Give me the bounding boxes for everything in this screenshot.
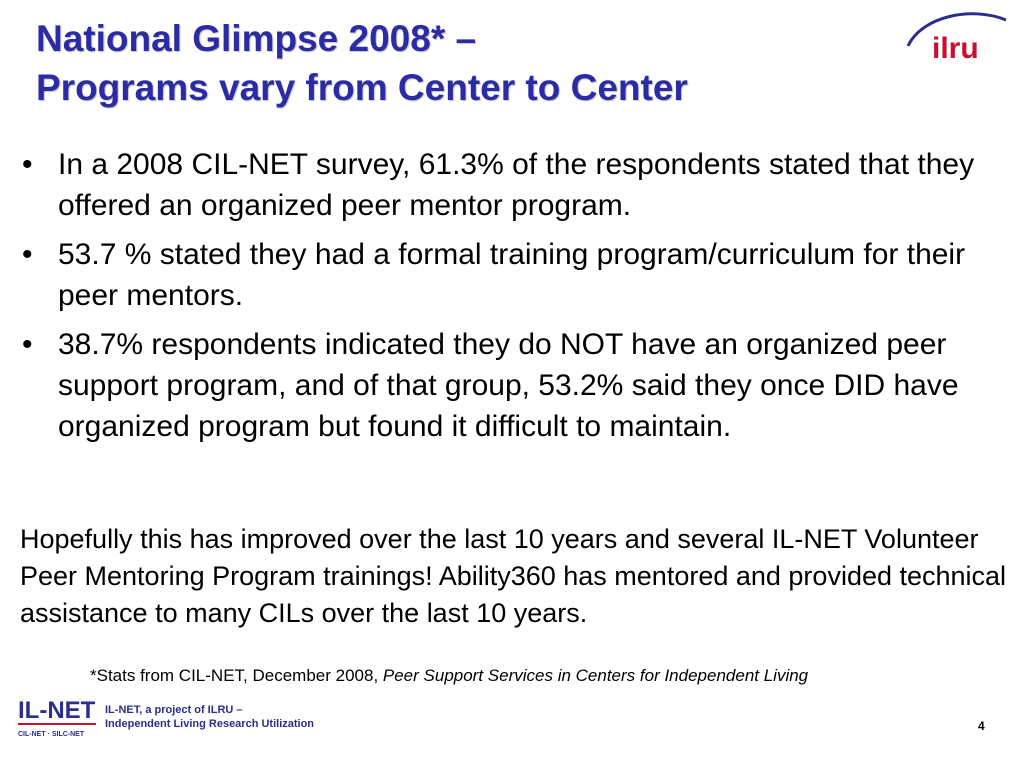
bullet-item: • In a 2008 CIL-NET survey, 61.3% of the…: [18, 144, 1008, 226]
bullet-dot: •: [22, 238, 33, 271]
slide-title-line1: National Glimpse 2008* –: [36, 18, 477, 59]
footnote-prefix: *Stats from CIL-NET, December 2008,: [90, 666, 383, 685]
slide-title-line2: Programs vary from Center to Center: [36, 67, 688, 108]
bullet-item: • 53.7 % stated they had a formal traini…: [18, 234, 1008, 316]
ilru-logo-text: ilru: [932, 32, 979, 65]
ilru-logo: ilru: [906, 12, 1007, 65]
il-net-tagline: IL-NET, a project of ILRU – Independent …: [105, 703, 314, 731]
slide-title: National Glimpse 2008* – Programs vary f…: [36, 14, 896, 112]
page-number: 4: [978, 719, 985, 733]
bullet-text: 53.7 % stated they had a formal training…: [58, 238, 966, 312]
il-net-logo-text: IL-NET: [18, 697, 96, 724]
bullet-list: • In a 2008 CIL-NET survey, 61.3% of the…: [18, 144, 1008, 455]
bullet-dot: •: [22, 328, 33, 361]
footnote: *Stats from CIL-NET, December 2008, Peer…: [90, 664, 990, 688]
summary-paragraph: Hopefully this has improved over the las…: [20, 524, 1007, 628]
bullet-text: 38.7% respondents indicated they do NOT …: [58, 328, 959, 443]
il-net-logo: IL-NET CIL-NET · SILC-NET: [18, 697, 96, 738]
il-net-tagline-line1: IL-NET, a project of ILRU –: [105, 704, 243, 716]
il-net-logo-subtext: CIL-NET · SILC-NET: [18, 731, 85, 738]
footnote-source-title: Peer Support Services in Centers for Ind…: [382, 666, 809, 685]
bullet-text: In a 2008 CIL-NET survey, 61.3% of the r…: [58, 148, 975, 222]
bullet-item: • 38.7% respondents indicated they do NO…: [18, 324, 1008, 447]
il-net-tagline-line2: Independent Living Research Utilization: [105, 718, 315, 730]
bullet-dot: •: [22, 148, 33, 181]
